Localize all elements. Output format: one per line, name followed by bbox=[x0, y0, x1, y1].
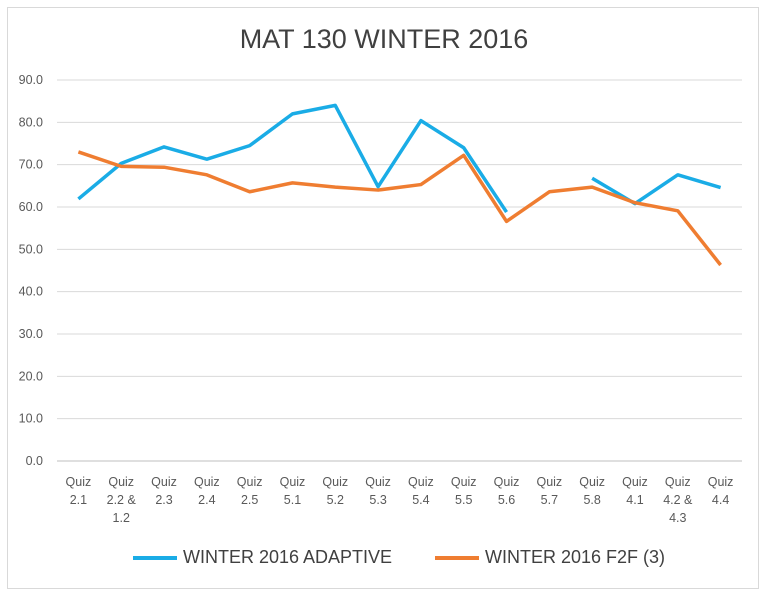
x-tick-label: Quiz bbox=[151, 475, 177, 489]
x-tick-label: Quiz bbox=[322, 475, 348, 489]
x-tick-label: 5.5 bbox=[455, 493, 472, 507]
y-tick-label: 40.0 bbox=[19, 285, 43, 299]
y-tick-label: 10.0 bbox=[19, 412, 43, 426]
x-tick-label: Quiz bbox=[622, 475, 648, 489]
chart-title: MAT 130 WINTER 2016 bbox=[239, 24, 529, 54]
series-line-1 bbox=[77, 150, 722, 267]
x-tick-label: Quiz bbox=[194, 475, 220, 489]
x-tick-label: 5.4 bbox=[412, 493, 429, 507]
x-tick-label: 5.8 bbox=[583, 493, 600, 507]
x-tick-label: 2.5 bbox=[241, 493, 258, 507]
x-tick-label: 1.2 bbox=[113, 511, 130, 525]
x-tick-label: Quiz bbox=[536, 475, 562, 489]
x-tick-label: Quiz bbox=[365, 475, 391, 489]
x-tick-label: 5.3 bbox=[369, 493, 386, 507]
y-tick-label: 0.0 bbox=[26, 454, 43, 468]
x-tick-label: 2.1 bbox=[70, 493, 87, 507]
y-tick-label: 60.0 bbox=[19, 200, 43, 214]
legend-swatch-adaptive bbox=[133, 555, 177, 560]
x-tick-label: Quiz bbox=[237, 475, 263, 489]
legend-label-f2f: WINTER 2016 F2F (3) bbox=[485, 547, 666, 567]
y-tick-label: 50.0 bbox=[19, 242, 43, 256]
x-tick-label: 2.3 bbox=[155, 493, 172, 507]
x-tick-label: 5.1 bbox=[284, 493, 301, 507]
x-tick-label: 4.2 & bbox=[663, 493, 693, 507]
x-tick-label: Quiz bbox=[408, 475, 434, 489]
x-tick-label: Quiz bbox=[494, 475, 520, 489]
chart-frame bbox=[7, 7, 759, 589]
x-tick-label: Quiz bbox=[665, 475, 691, 489]
legend-item-adaptive: WINTER 2016 ADAPTIVE bbox=[133, 547, 392, 568]
legend-item-f2f: WINTER 2016 F2F (3) bbox=[435, 547, 665, 568]
x-tick-label: 2.4 bbox=[198, 493, 215, 507]
x-tick-label: Quiz bbox=[108, 475, 134, 489]
y-tick-label: 70.0 bbox=[19, 158, 43, 172]
x-tick-label: 5.2 bbox=[327, 493, 344, 507]
x-tick-label: Quiz bbox=[708, 475, 734, 489]
x-tick-label: 4.3 bbox=[669, 511, 686, 525]
legend-label-adaptive: WINTER 2016 ADAPTIVE bbox=[183, 547, 393, 567]
x-tick-label: 4.4 bbox=[712, 493, 729, 507]
y-tick-label: 30.0 bbox=[19, 327, 43, 341]
y-tick-label: 80.0 bbox=[19, 115, 43, 129]
legend-swatch-f2f bbox=[435, 555, 479, 560]
x-tick-label: Quiz bbox=[66, 475, 92, 489]
y-tick-label: 90.0 bbox=[19, 73, 43, 87]
x-tick-label: 2.2 & bbox=[107, 493, 137, 507]
y-tick-label: 20.0 bbox=[19, 369, 43, 383]
x-tick-label: Quiz bbox=[280, 475, 306, 489]
x-tick-label: 4.1 bbox=[626, 493, 643, 507]
x-tick-label: Quiz bbox=[579, 475, 605, 489]
x-tick-label: Quiz bbox=[451, 475, 477, 489]
x-tick-label: 5.7 bbox=[541, 493, 558, 507]
series-line-0 bbox=[77, 103, 722, 214]
x-tick-label: 5.6 bbox=[498, 493, 515, 507]
